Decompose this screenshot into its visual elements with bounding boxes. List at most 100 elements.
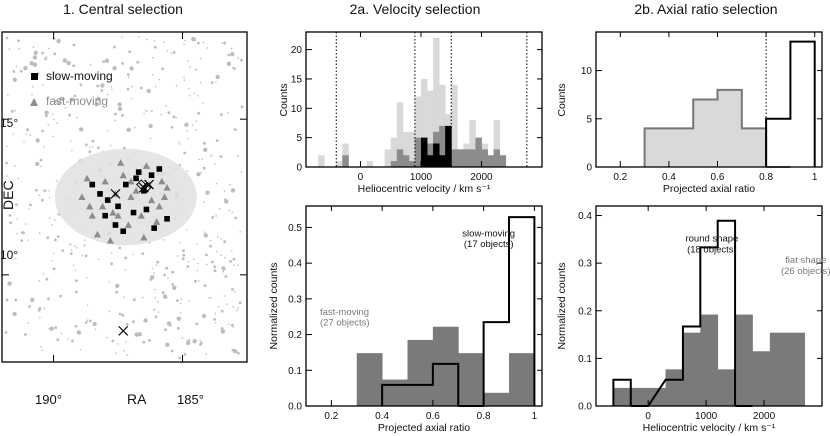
- background-galaxy: [117, 343, 119, 345]
- background-galaxy: [192, 258, 195, 260]
- background-galaxy: [233, 349, 238, 354]
- background-galaxy: [64, 107, 67, 109]
- background-galaxy: [56, 338, 60, 341]
- background-galaxy: [176, 299, 179, 302]
- legend-triangle-icon: [30, 98, 38, 106]
- background-galaxy: [231, 288, 234, 291]
- annotation-label: (18 objects): [687, 245, 737, 256]
- background-galaxy: [179, 312, 182, 314]
- x-tick-label: 0.8: [477, 411, 491, 422]
- background-galaxy: [178, 356, 182, 360]
- background-galaxy: [162, 239, 165, 241]
- background-galaxy: [43, 189, 47, 193]
- x-tick-label: 0.8: [759, 172, 773, 183]
- slow-moving-marker: [89, 181, 96, 188]
- background-galaxy: [218, 208, 221, 210]
- background-galaxy: [164, 328, 167, 332]
- histogram-bars: [643, 40, 816, 168]
- background-galaxy: [15, 257, 17, 260]
- outline-round: [765, 40, 816, 167]
- slow-moving-marker: [156, 166, 163, 172]
- slow-moving-marker: [102, 212, 108, 219]
- background-galaxy: [223, 190, 226, 192]
- background-galaxy: [224, 275, 228, 278]
- background-galaxy: [92, 321, 97, 327]
- axis-label-axial-ratio: Projected axial ratio: [378, 422, 470, 434]
- background-galaxy: [230, 188, 236, 193]
- slow-moving-marker: [164, 215, 170, 222]
- background-galaxy: [9, 221, 13, 225]
- background-galaxy: [124, 269, 127, 271]
- background-galaxy: [59, 294, 62, 298]
- background-galaxy: [97, 98, 101, 102]
- axis-label-normalized-counts: Normalized counts: [556, 263, 568, 350]
- background-galaxy: [18, 47, 21, 50]
- background-galaxy: [94, 328, 97, 331]
- fast-moving-marker: [163, 184, 171, 191]
- background-galaxy: [85, 143, 88, 147]
- background-galaxy: [186, 130, 189, 132]
- y-tick-label: 0.1: [288, 366, 302, 377]
- center-diamond-marker: [136, 179, 147, 190]
- bar-all: [493, 120, 501, 167]
- background-galaxy: [54, 326, 58, 329]
- y-tick-label: 10: [581, 66, 593, 77]
- y-tick-label: 0.1: [578, 354, 592, 365]
- background-galaxy: [181, 257, 185, 261]
- background-galaxy: [49, 326, 54, 331]
- bar-fast-moving: [475, 137, 482, 167]
- background-galaxy: [154, 288, 156, 291]
- background-galaxy: [79, 348, 82, 351]
- fast-moving-marker: [142, 162, 151, 169]
- background-galaxy: [188, 87, 190, 90]
- fast-moving-marker: [127, 177, 135, 185]
- background-galaxy: [74, 269, 77, 271]
- background-galaxy: [171, 283, 175, 286]
- background-galaxy: [232, 326, 235, 328]
- background-galaxy: [104, 58, 110, 63]
- fast-moving-marker: [132, 187, 140, 194]
- bar-slow-moving: [445, 125, 452, 167]
- bar-fast-moving: [432, 326, 459, 406]
- background-galaxy: [88, 150, 92, 154]
- title-central-selection: 1. Central selection: [63, 1, 183, 17]
- background-galaxy: [215, 139, 219, 143]
- background-galaxy: [29, 134, 32, 136]
- bar-fast-moving: [483, 392, 510, 406]
- background-galaxy: [54, 219, 56, 221]
- background-galaxy: [170, 125, 174, 129]
- background-galaxy: [197, 280, 200, 282]
- bar-all: [402, 131, 410, 167]
- background-galaxy: [139, 86, 143, 90]
- background-galaxy: [15, 65, 18, 67]
- background-galaxy: [22, 231, 25, 235]
- background-galaxy: [115, 283, 120, 288]
- slow-moving-marker: [112, 222, 119, 228]
- background-galaxy: [227, 53, 231, 57]
- background-galaxy: [189, 94, 191, 97]
- background-galaxy: [72, 264, 75, 267]
- background-galaxy: [181, 337, 184, 339]
- background-galaxy: [27, 322, 30, 324]
- background-galaxy: [167, 111, 171, 115]
- background-galaxy: [28, 208, 31, 210]
- fast-moving-marker: [137, 212, 145, 219]
- background-galaxy: [231, 323, 234, 327]
- background-galaxy: [125, 341, 127, 343]
- background-galaxy: [38, 307, 42, 310]
- background-galaxy: [114, 119, 117, 122]
- bar-flat: [741, 128, 767, 167]
- background-galaxy: [185, 340, 191, 346]
- background-galaxy: [200, 172, 202, 174]
- background-galaxy: [56, 38, 61, 44]
- axis-label-dec: DEC: [0, 180, 16, 210]
- background-galaxy: [152, 56, 154, 59]
- y-tick-label: 5: [296, 133, 302, 144]
- background-galaxy: [155, 264, 158, 266]
- background-galaxy: [137, 35, 140, 38]
- axis-ticks: 0 1000 2000 0.0 0.1 0.2 0.3 0.4: [578, 206, 822, 422]
- background-galaxy: [206, 263, 208, 266]
- background-galaxy: [66, 60, 71, 66]
- background-galaxy: [70, 249, 73, 251]
